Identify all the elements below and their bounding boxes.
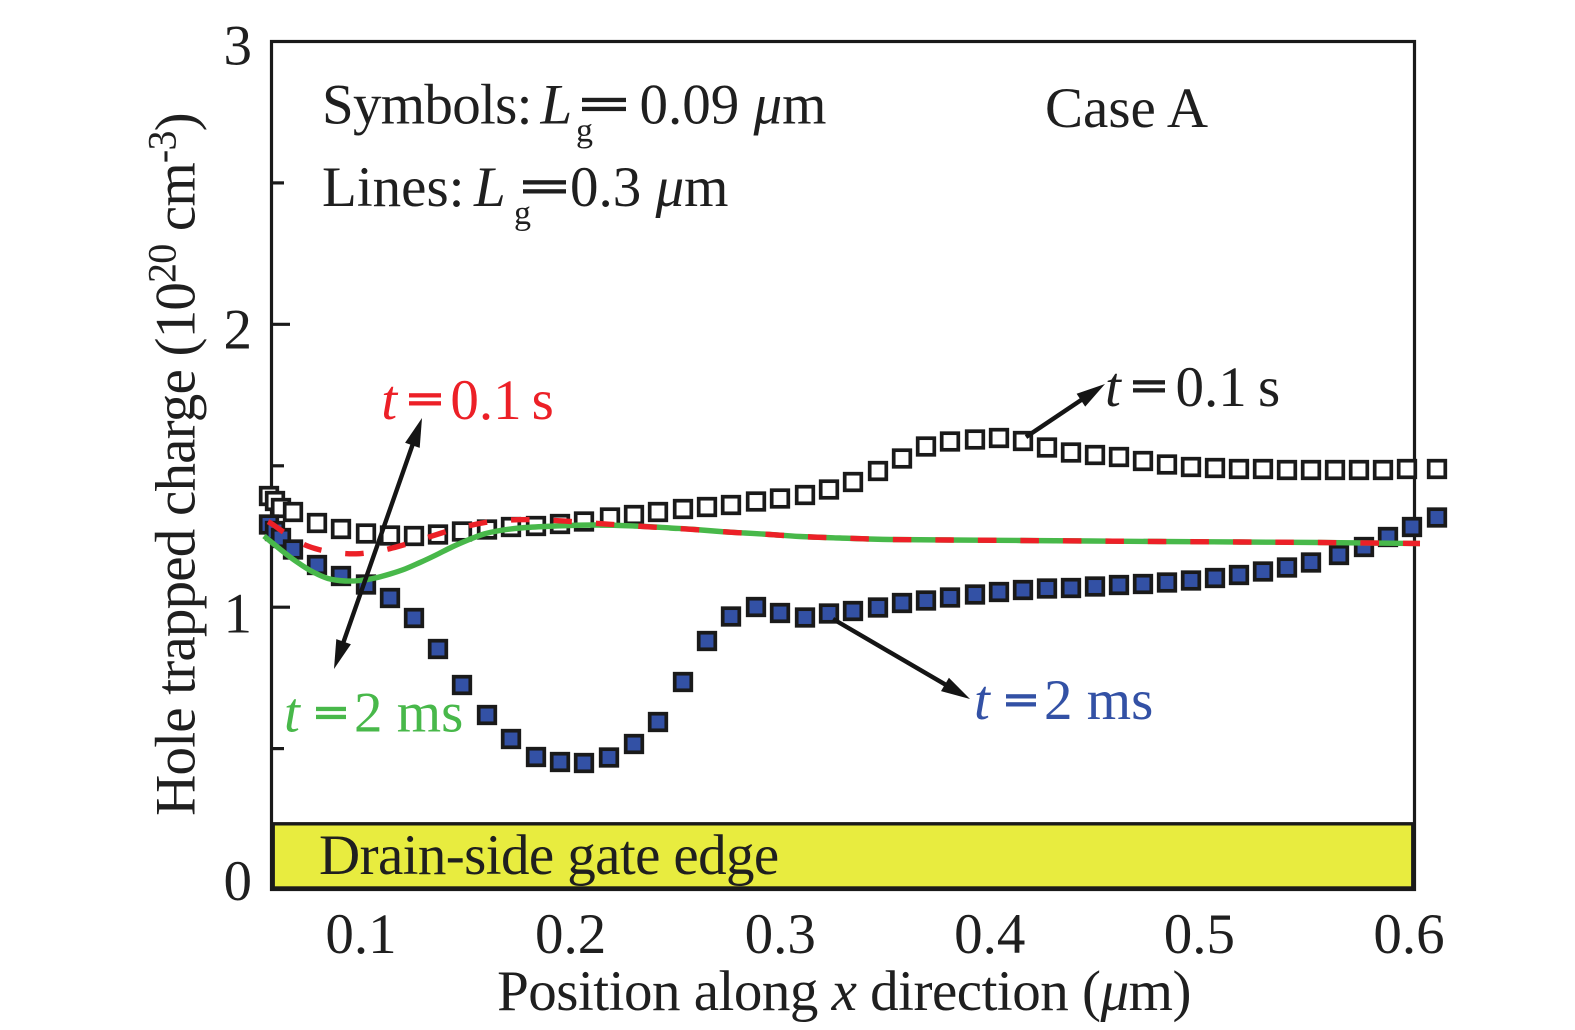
- svg-text:0.1: 0.1: [450, 369, 521, 432]
- svg-text:3: 3: [224, 15, 253, 78]
- svg-text:Lines:: Lines:: [322, 156, 464, 219]
- svg-text:Drain-side gate edge: Drain-side gate edge: [319, 824, 779, 887]
- svg-text:s: s: [1258, 356, 1280, 419]
- svg-text:Case A: Case A: [1045, 77, 1208, 140]
- svg-text:Hole trapped charge (1020 cm-3: Hole trapped charge (1020 cm-3): [140, 113, 208, 816]
- svg-text:0.5: 0.5: [1164, 903, 1235, 966]
- svg-text:0.3: 0.3: [745, 903, 816, 966]
- svg-text:t: t: [974, 669, 991, 732]
- svg-text:0.4: 0.4: [954, 903, 1025, 966]
- svg-text:s: s: [532, 369, 554, 432]
- svg-text:Position along x direction (μm: Position along x direction (μm): [497, 960, 1191, 1023]
- svg-text:0.1: 0.1: [1176, 356, 1247, 419]
- svg-text:g: g: [576, 113, 593, 150]
- svg-text:Symbols:: Symbols:: [322, 74, 532, 137]
- svg-text:0.1: 0.1: [325, 903, 396, 966]
- svg-text:2: 2: [224, 299, 253, 362]
- svg-text:0.3 μm: 0.3 μm: [570, 156, 728, 219]
- svg-text:1: 1: [224, 583, 253, 646]
- svg-text:L: L: [540, 74, 573, 137]
- svg-text:0.2: 0.2: [535, 903, 606, 966]
- svg-text:0: 0: [224, 850, 253, 913]
- svg-text:0.09 μm: 0.09 μm: [640, 74, 827, 137]
- svg-text:2 ms: 2 ms: [354, 682, 463, 745]
- svg-text:2 ms: 2 ms: [1044, 669, 1153, 732]
- svg-text:t: t: [1105, 356, 1122, 419]
- svg-text:L: L: [473, 156, 506, 219]
- svg-text:t: t: [284, 682, 301, 745]
- svg-text:t: t: [381, 369, 398, 432]
- svg-text:g: g: [514, 195, 531, 232]
- svg-text:0.6: 0.6: [1373, 903, 1444, 966]
